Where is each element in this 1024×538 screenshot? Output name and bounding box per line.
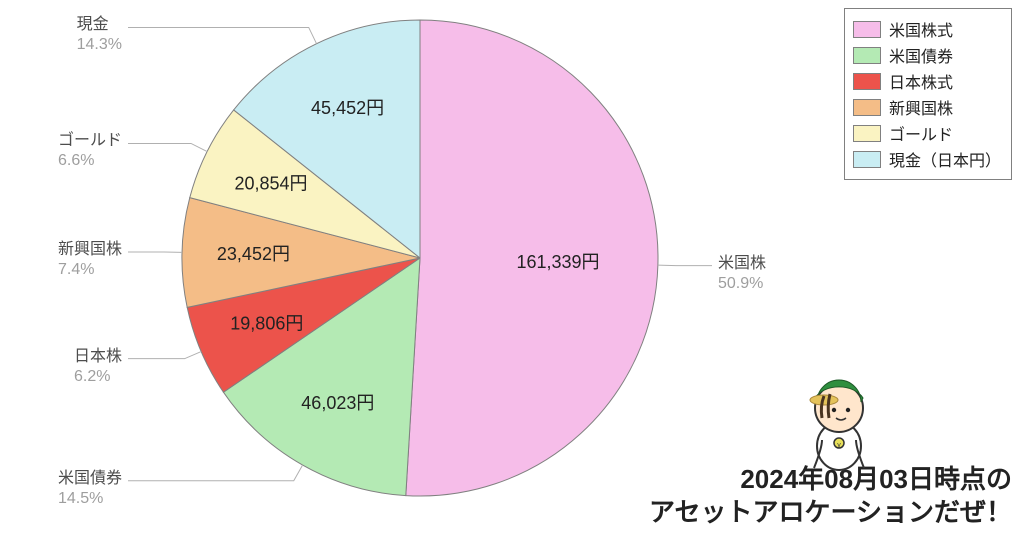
leader-jp_stock [128,352,201,359]
chart-stage: { "canvas": { "width": 1024, "height": 5… [0,0,1024,538]
legend-label-us_bond: 米国債券 [889,43,953,67]
legend-swatch-cash [853,151,881,168]
leader-us_bond [128,465,303,481]
legend-label-us_stock: 米国株式 [889,17,953,41]
caption-line-2: アセットアロケーションだぜ！ [649,497,1012,527]
legend-item-em_stock: 新興国株 [853,95,1001,119]
legend-box: 米国株式米国債券日本株式新興国株ゴールド現金（日本円） [844,8,1012,180]
legend-swatch-em_stock [853,99,881,116]
duck-hat-chibi-icon: y [794,368,884,478]
leader-gold [128,143,207,151]
legend-item-us_bond: 米国債券 [853,43,1001,67]
legend-label-em_stock: 新興国株 [889,95,953,119]
leader-us_stock [658,265,712,266]
leader-cash [128,27,317,43]
legend-item-cash: 現金（日本円） [853,147,1001,171]
legend-item-gold: ゴールド [853,121,1001,145]
pie-slice-us_stock [406,20,658,496]
legend-swatch-jp_stock [853,73,881,90]
legend-label-cash: 現金（日本円） [889,147,1001,171]
legend-swatch-gold [853,125,881,142]
legend-label-jp_stock: 日本株式 [889,69,953,93]
legend-item-us_stock: 米国株式 [853,17,1001,41]
legend-swatch-us_stock [853,21,881,38]
legend-swatch-us_bond [853,47,881,64]
legend-item-jp_stock: 日本株式 [853,69,1001,93]
svg-text:y: y [837,442,841,449]
legend-label-gold: ゴールド [889,121,953,145]
